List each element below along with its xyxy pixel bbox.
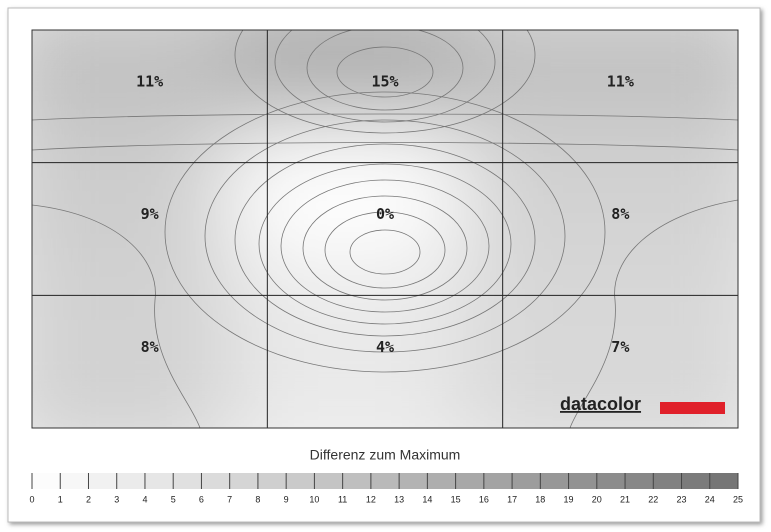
colorbar-tick-label: 10 xyxy=(309,494,319,504)
cell-label: 8% xyxy=(611,205,629,223)
colorbar-segment xyxy=(229,473,258,489)
colorbar-tick-label: 5 xyxy=(171,494,176,504)
colorbar-tick-label: 1 xyxy=(58,494,63,504)
logo-text: datacolor xyxy=(560,394,641,414)
colorbar-segment xyxy=(483,473,513,489)
logo: datacolor xyxy=(560,394,725,414)
cell-label: 8% xyxy=(141,338,159,356)
colorbar-segment xyxy=(681,473,710,489)
colorbar-tick-label: 25 xyxy=(733,494,743,504)
colorbar-tick-label: 20 xyxy=(592,494,602,504)
cell-label: 0% xyxy=(376,205,394,223)
colorbar-tick-label: 19 xyxy=(564,494,574,504)
cell-label: 9% xyxy=(141,205,159,223)
colorbar-segment xyxy=(116,473,145,489)
colorbar-segment xyxy=(370,473,400,489)
colorbar-tick-label: 8 xyxy=(255,494,260,504)
colorbar-tick-label: 23 xyxy=(677,494,687,504)
colorbar-tick-label: 22 xyxy=(648,494,658,504)
colorbar-segment xyxy=(144,473,174,489)
colorbar-tick-label: 15 xyxy=(451,494,461,504)
colorbar-tick-label: 11 xyxy=(338,494,347,504)
colorbar-segment xyxy=(568,473,597,489)
colorbar-tick-label: 4 xyxy=(142,494,147,504)
colorbar: 0 1 2 3 4 5 6 7 8 9 10 11 12 13 14 15 16 17 18 19 20 21 22 23 24… xyxy=(29,473,743,504)
colorbar-tick-label: 13 xyxy=(394,494,404,504)
colorbar-tick-label: 14 xyxy=(422,494,432,504)
colorbar-title: Differenz zum Maximum xyxy=(310,447,461,463)
colorbar-tick-label: 7 xyxy=(227,494,232,504)
colorbar-tick-label: 18 xyxy=(535,494,545,504)
contours xyxy=(32,30,738,428)
colorbar-segment xyxy=(257,473,287,489)
colorbar-segment xyxy=(32,473,61,489)
colorbar-segment xyxy=(625,473,654,489)
colorbar-segment xyxy=(173,473,202,489)
colorbar-segment xyxy=(60,473,89,489)
colorbar-segment xyxy=(427,473,456,489)
colorbar-tick-label: 2 xyxy=(86,494,91,504)
colorbar-tick-label: 17 xyxy=(507,494,517,504)
colorbar-segment xyxy=(596,473,626,489)
colorbar-segment xyxy=(201,473,230,489)
colorbar-segment xyxy=(540,473,569,489)
colorbar-tick-label: 21 xyxy=(620,494,630,504)
colorbar-segment xyxy=(88,473,117,489)
colorbar-segment xyxy=(286,473,315,489)
heat-cells xyxy=(32,30,738,428)
cell-label: 15% xyxy=(371,73,398,91)
colorbar-tick-label: 16 xyxy=(479,494,489,504)
colorbar-tick-label: 3 xyxy=(114,494,119,504)
cell-label: 7% xyxy=(611,338,629,356)
heat-cell xyxy=(462,255,738,428)
colorbar-segment xyxy=(653,473,682,489)
colorbar-tick-label: 9 xyxy=(284,494,289,504)
heat-area xyxy=(32,30,738,428)
colorbar-tick-label: 12 xyxy=(366,494,376,504)
colorbar-tick-label: 6 xyxy=(199,494,204,504)
colorbar-segment xyxy=(512,473,541,489)
cell-label: 11% xyxy=(136,73,163,91)
colorbar-tick-label: 0 xyxy=(29,494,34,504)
cell-label: 4% xyxy=(376,338,394,356)
colorbar-tick-label: 24 xyxy=(705,494,715,504)
colorbar-segment xyxy=(399,473,428,489)
cell-label: 11% xyxy=(607,73,634,91)
colorbar-segment xyxy=(709,473,738,489)
colorbar-segment xyxy=(455,473,484,489)
grid xyxy=(32,30,738,428)
logo-bar xyxy=(660,402,725,414)
colorbar-segment xyxy=(342,473,371,489)
colorbar-segment xyxy=(314,473,343,489)
plot-border xyxy=(31,29,739,429)
